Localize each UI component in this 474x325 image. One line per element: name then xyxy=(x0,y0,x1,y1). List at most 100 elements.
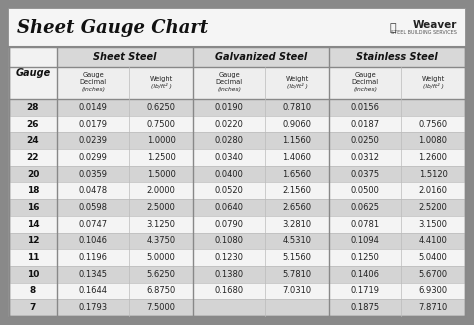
Text: 16: 16 xyxy=(27,203,39,212)
Bar xyxy=(9,283,465,299)
Bar xyxy=(193,67,329,99)
Text: 0.0299: 0.0299 xyxy=(79,153,108,162)
Text: 1.1560: 1.1560 xyxy=(283,136,311,145)
Text: 2.0160: 2.0160 xyxy=(419,186,447,195)
Text: 1.5000: 1.5000 xyxy=(146,170,175,179)
Text: 0.7810: 0.7810 xyxy=(283,103,311,112)
Text: 0.1230: 0.1230 xyxy=(215,253,244,262)
Text: 6.8750: 6.8750 xyxy=(146,286,176,295)
Text: Galvanized Steel: Galvanized Steel xyxy=(215,52,307,62)
Text: 5.0400: 5.0400 xyxy=(419,253,447,262)
Text: 18: 18 xyxy=(27,186,39,195)
Bar xyxy=(9,216,465,233)
Text: 0.0280: 0.0280 xyxy=(215,136,244,145)
Text: 1.4060: 1.4060 xyxy=(283,153,311,162)
Text: 0.1875: 0.1875 xyxy=(350,303,380,312)
Text: 0.0781: 0.0781 xyxy=(350,220,380,229)
Text: 2.1560: 2.1560 xyxy=(283,186,311,195)
Text: 2.6560: 2.6560 xyxy=(283,203,311,212)
Bar xyxy=(9,47,57,99)
Text: 0.0149: 0.0149 xyxy=(79,103,108,112)
Text: 3.1250: 3.1250 xyxy=(146,220,175,229)
Text: 0.1250: 0.1250 xyxy=(351,253,380,262)
Text: 1.6560: 1.6560 xyxy=(283,170,311,179)
Text: 0.0598: 0.0598 xyxy=(79,203,108,212)
Bar xyxy=(9,233,465,249)
Text: (inches): (inches) xyxy=(353,87,377,93)
Text: 0.1046: 0.1046 xyxy=(79,236,108,245)
Text: Gauge
Decimal: Gauge Decimal xyxy=(80,72,107,85)
Text: Stainless Steel: Stainless Steel xyxy=(356,52,438,62)
Bar xyxy=(9,166,465,182)
Text: 1.2500: 1.2500 xyxy=(146,153,175,162)
Text: (inches): (inches) xyxy=(81,87,105,93)
Text: 2.5000: 2.5000 xyxy=(146,203,175,212)
Text: 0.0187: 0.0187 xyxy=(350,120,380,129)
Text: 0.1644: 0.1644 xyxy=(79,286,108,295)
Text: 6.9300: 6.9300 xyxy=(419,286,447,295)
Text: 22: 22 xyxy=(27,153,39,162)
Text: 0.1345: 0.1345 xyxy=(79,270,108,279)
Text: Gauge
Decimal: Gauge Decimal xyxy=(216,72,243,85)
Text: 7.8710: 7.8710 xyxy=(419,303,447,312)
Text: (lb/ft² ): (lb/ft² ) xyxy=(287,83,308,89)
Text: 0.0340: 0.0340 xyxy=(215,153,244,162)
Text: Sheet Steel: Sheet Steel xyxy=(93,52,157,62)
Text: 0.0400: 0.0400 xyxy=(215,170,244,179)
Bar xyxy=(57,67,193,99)
Text: 0.1406: 0.1406 xyxy=(351,270,380,279)
Text: 0.0312: 0.0312 xyxy=(351,153,380,162)
Bar xyxy=(9,182,465,199)
Bar xyxy=(9,149,465,166)
Bar xyxy=(9,266,465,283)
Text: 0.0747: 0.0747 xyxy=(79,220,108,229)
Text: 0.1080: 0.1080 xyxy=(215,236,244,245)
Text: 28: 28 xyxy=(27,103,39,112)
Bar xyxy=(329,67,465,99)
Text: 0.0375: 0.0375 xyxy=(350,170,380,179)
Text: 14: 14 xyxy=(27,220,39,229)
Text: 🚛: 🚛 xyxy=(390,23,396,33)
Text: 0.0250: 0.0250 xyxy=(351,136,380,145)
Text: Sheet Gauge Chart: Sheet Gauge Chart xyxy=(17,19,208,37)
Text: 1.0000: 1.0000 xyxy=(146,136,175,145)
Text: 0.0190: 0.0190 xyxy=(215,103,244,112)
Bar xyxy=(9,47,465,316)
Text: 0.1380: 0.1380 xyxy=(214,270,244,279)
Text: Weaver: Weaver xyxy=(413,20,457,30)
Bar xyxy=(329,47,465,67)
Text: 0.0359: 0.0359 xyxy=(79,170,108,179)
Text: (inches): (inches) xyxy=(217,87,241,93)
Text: 0.0239: 0.0239 xyxy=(79,136,108,145)
Text: 4.3750: 4.3750 xyxy=(146,236,175,245)
Text: 0.7560: 0.7560 xyxy=(419,120,447,129)
Text: 7.0310: 7.0310 xyxy=(283,286,311,295)
Text: 20: 20 xyxy=(27,170,39,179)
Text: 12: 12 xyxy=(27,236,39,245)
Text: 0.0220: 0.0220 xyxy=(215,120,244,129)
Text: 5.6700: 5.6700 xyxy=(419,270,447,279)
Text: (lb/ft² ): (lb/ft² ) xyxy=(423,83,444,89)
Text: 0.0625: 0.0625 xyxy=(351,203,380,212)
Text: 0.0790: 0.0790 xyxy=(215,220,244,229)
Text: 0.0500: 0.0500 xyxy=(351,186,380,195)
Bar xyxy=(9,249,465,266)
Text: 0.1719: 0.1719 xyxy=(351,286,380,295)
Text: 24: 24 xyxy=(27,136,39,145)
Text: 5.7810: 5.7810 xyxy=(283,270,311,279)
Text: 8: 8 xyxy=(30,286,36,295)
Bar xyxy=(9,132,465,149)
Text: 3.2810: 3.2810 xyxy=(283,220,311,229)
Text: STEEL BUILDING SERVICES: STEEL BUILDING SERVICES xyxy=(391,31,457,35)
Text: 0.0478: 0.0478 xyxy=(79,186,108,195)
Bar xyxy=(57,47,193,67)
Text: Weight: Weight xyxy=(421,76,445,82)
Text: 1.0080: 1.0080 xyxy=(419,136,447,145)
Bar xyxy=(9,9,465,47)
Text: 0.0520: 0.0520 xyxy=(215,186,244,195)
Text: 2.0000: 2.0000 xyxy=(146,186,175,195)
Text: 2.5200: 2.5200 xyxy=(419,203,447,212)
Text: 0.1196: 0.1196 xyxy=(79,253,108,262)
Text: 3.1500: 3.1500 xyxy=(419,220,447,229)
Text: 26: 26 xyxy=(27,120,39,129)
